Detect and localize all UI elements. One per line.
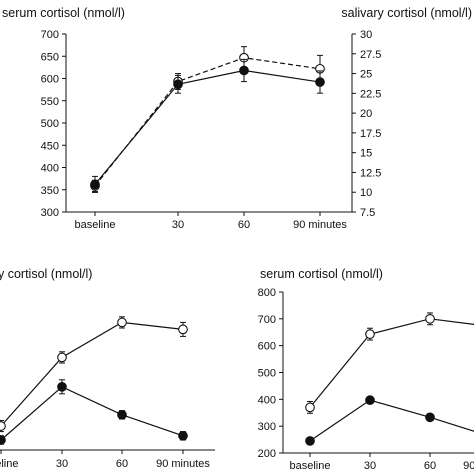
panel-bottom-right-filled-line (309, 399, 474, 442)
panel-bottom-left-filled-point (0, 435, 6, 445)
panel-bottom-right-filled-point (305, 436, 315, 446)
panel-bottom-left-x-tick-label: 30 (56, 458, 68, 470)
panel-bottom-left-open-line (0, 321, 184, 427)
panel-bottom-right-filled-point (425, 412, 435, 423)
panel-top-right-tick-label: 10 (360, 187, 372, 199)
panel-top-marks (90, 46, 325, 193)
panel-top-right-tick-label: 30 (360, 29, 372, 41)
panel-top-right-tick-label: 7.5 (360, 207, 375, 219)
panel-bottom-left-filled-line (0, 386, 184, 441)
panel-top-left-axis: 300 350 400 450 500 550 600 650 700 (41, 29, 67, 219)
panel-bottom-right-tick-label: 600 (258, 341, 276, 353)
panel-top-right-title: salivary cortisol (nmol/l) (341, 6, 472, 20)
panel-bottom-left-x-tick-label: 90 minutes (156, 458, 210, 470)
panel-top-x-tick-label: 90 minutes (293, 219, 347, 231)
panel-top-left-tick-label: 350 (41, 185, 59, 197)
panel-bottom-left-open-point (178, 324, 188, 335)
panel-bottom-right-tick-label: 800 (258, 287, 276, 299)
panel-bottom-right-x-axis: baseline 30 60 90 minutes (283, 452, 474, 472)
panel-bottom-right-tick-label: 400 (258, 394, 276, 406)
panel-bottom-left-x-axis: aseline 30 60 90 minutes (0, 449, 215, 470)
panel-bottom-left-title: y cortisol (nmol/l) (0, 267, 92, 281)
panel-bottom-right-title: serum cortisol (nmol/l) (260, 267, 383, 281)
panel-top-left-tick-label: 600 (41, 74, 59, 86)
panel-top-right-tick-label: 25 (360, 69, 372, 81)
panel-bottom-left-open-point (57, 352, 67, 363)
panel-top-serum-point (239, 65, 249, 76)
panel-top-left-tick-label: 500 (41, 118, 59, 130)
panel-bottom-left: y cortisol (nmol/l) aseline 30 60 90 minute… (0, 267, 215, 470)
panel-top-x-tick-label: 60 (238, 219, 250, 231)
panel-bottom-left-marks (0, 316, 188, 445)
panel-top: serum cortisol (nmol/l) salivary cortiso… (2, 6, 472, 231)
panel-bottom-left-filled-point (117, 409, 127, 420)
panel-bottom-right-filled-point (365, 395, 375, 405)
panel-top-right-tick-label: 20 (360, 108, 372, 120)
panel-top-right-tick-label: 12.5 (360, 167, 381, 179)
panel-bottom-right-open-point (365, 329, 375, 339)
panel-bottom-left-open-point (0, 421, 6, 431)
panel-top-right-tick-label: 15 (360, 148, 372, 160)
panel-top-left-title: serum cortisol (nmol/l) (2, 6, 125, 20)
panel-bottom-right: serum cortisol (nmol/l) 200 300 400 500 600 7… (258, 267, 474, 472)
panel-top-left-tick-label: 650 (41, 51, 59, 63)
panel-bottom-right-open-point (425, 313, 435, 324)
panel-top-serum-point (173, 79, 183, 90)
panel-bottom-left-filled-point (57, 381, 67, 392)
panel-bottom-right-tick-label: 500 (258, 368, 276, 380)
panel-bottom-left-filled-point (178, 430, 188, 441)
panel-bottom-left-x-tick-label: 60 (116, 458, 128, 470)
panel-top-right-tick-label: 22.5 (360, 88, 381, 100)
panel-top-left-tick-label: 400 (41, 163, 59, 175)
panel-bottom-right-open-point (305, 402, 315, 413)
panel-bottom-right-x-tick-label: 90 minutes (463, 460, 474, 472)
panel-bottom-right-tick-label: 300 (258, 421, 276, 433)
panel-top-serum-point (90, 179, 100, 190)
panel-top-right-tick-label: 17.5 (360, 128, 381, 140)
panel-bottom-right-tick-label: 700 (258, 314, 276, 326)
panel-bottom-right-marks (305, 312, 474, 446)
panel-top-left-tick-label: 300 (41, 207, 59, 219)
panel-bottom-right-y-axis: 200 300 400 500 600 700 800 (258, 287, 284, 460)
panel-top-right-tick-label: 27.5 (360, 49, 381, 61)
panel-bottom-left-x-tick-label: aseline (0, 458, 18, 470)
panel-bottom-right-x-tick-label: 30 (364, 460, 376, 472)
panel-bottom-right-x-tick-label: 60 (424, 460, 436, 472)
panel-top-serum-line (94, 69, 321, 185)
panel-bottom-right-tick-label: 200 (258, 448, 276, 460)
panel-bottom-right-x-tick-label: baseline (290, 460, 331, 472)
panel-top-serum-point (315, 77, 325, 87)
panel-top-left-tick-label: 700 (41, 29, 59, 41)
panel-top-x-tick-label: baseline (75, 219, 116, 231)
panel-bottom-right-open-line (309, 318, 474, 408)
panel-top-x-tick-label: 30 (172, 219, 184, 231)
panel-top-left-tick-label: 550 (41, 96, 59, 108)
panel-top-x-axis: baseline 30 60 90 minutes (66, 211, 352, 231)
panel-bottom-left-open-point (117, 317, 127, 328)
panel-top-left-tick-label: 450 (41, 140, 59, 152)
panel-top-right-axis: 7.5 10 12.5 15 17.5 20 22.5 25 27.5 30 (351, 29, 381, 219)
